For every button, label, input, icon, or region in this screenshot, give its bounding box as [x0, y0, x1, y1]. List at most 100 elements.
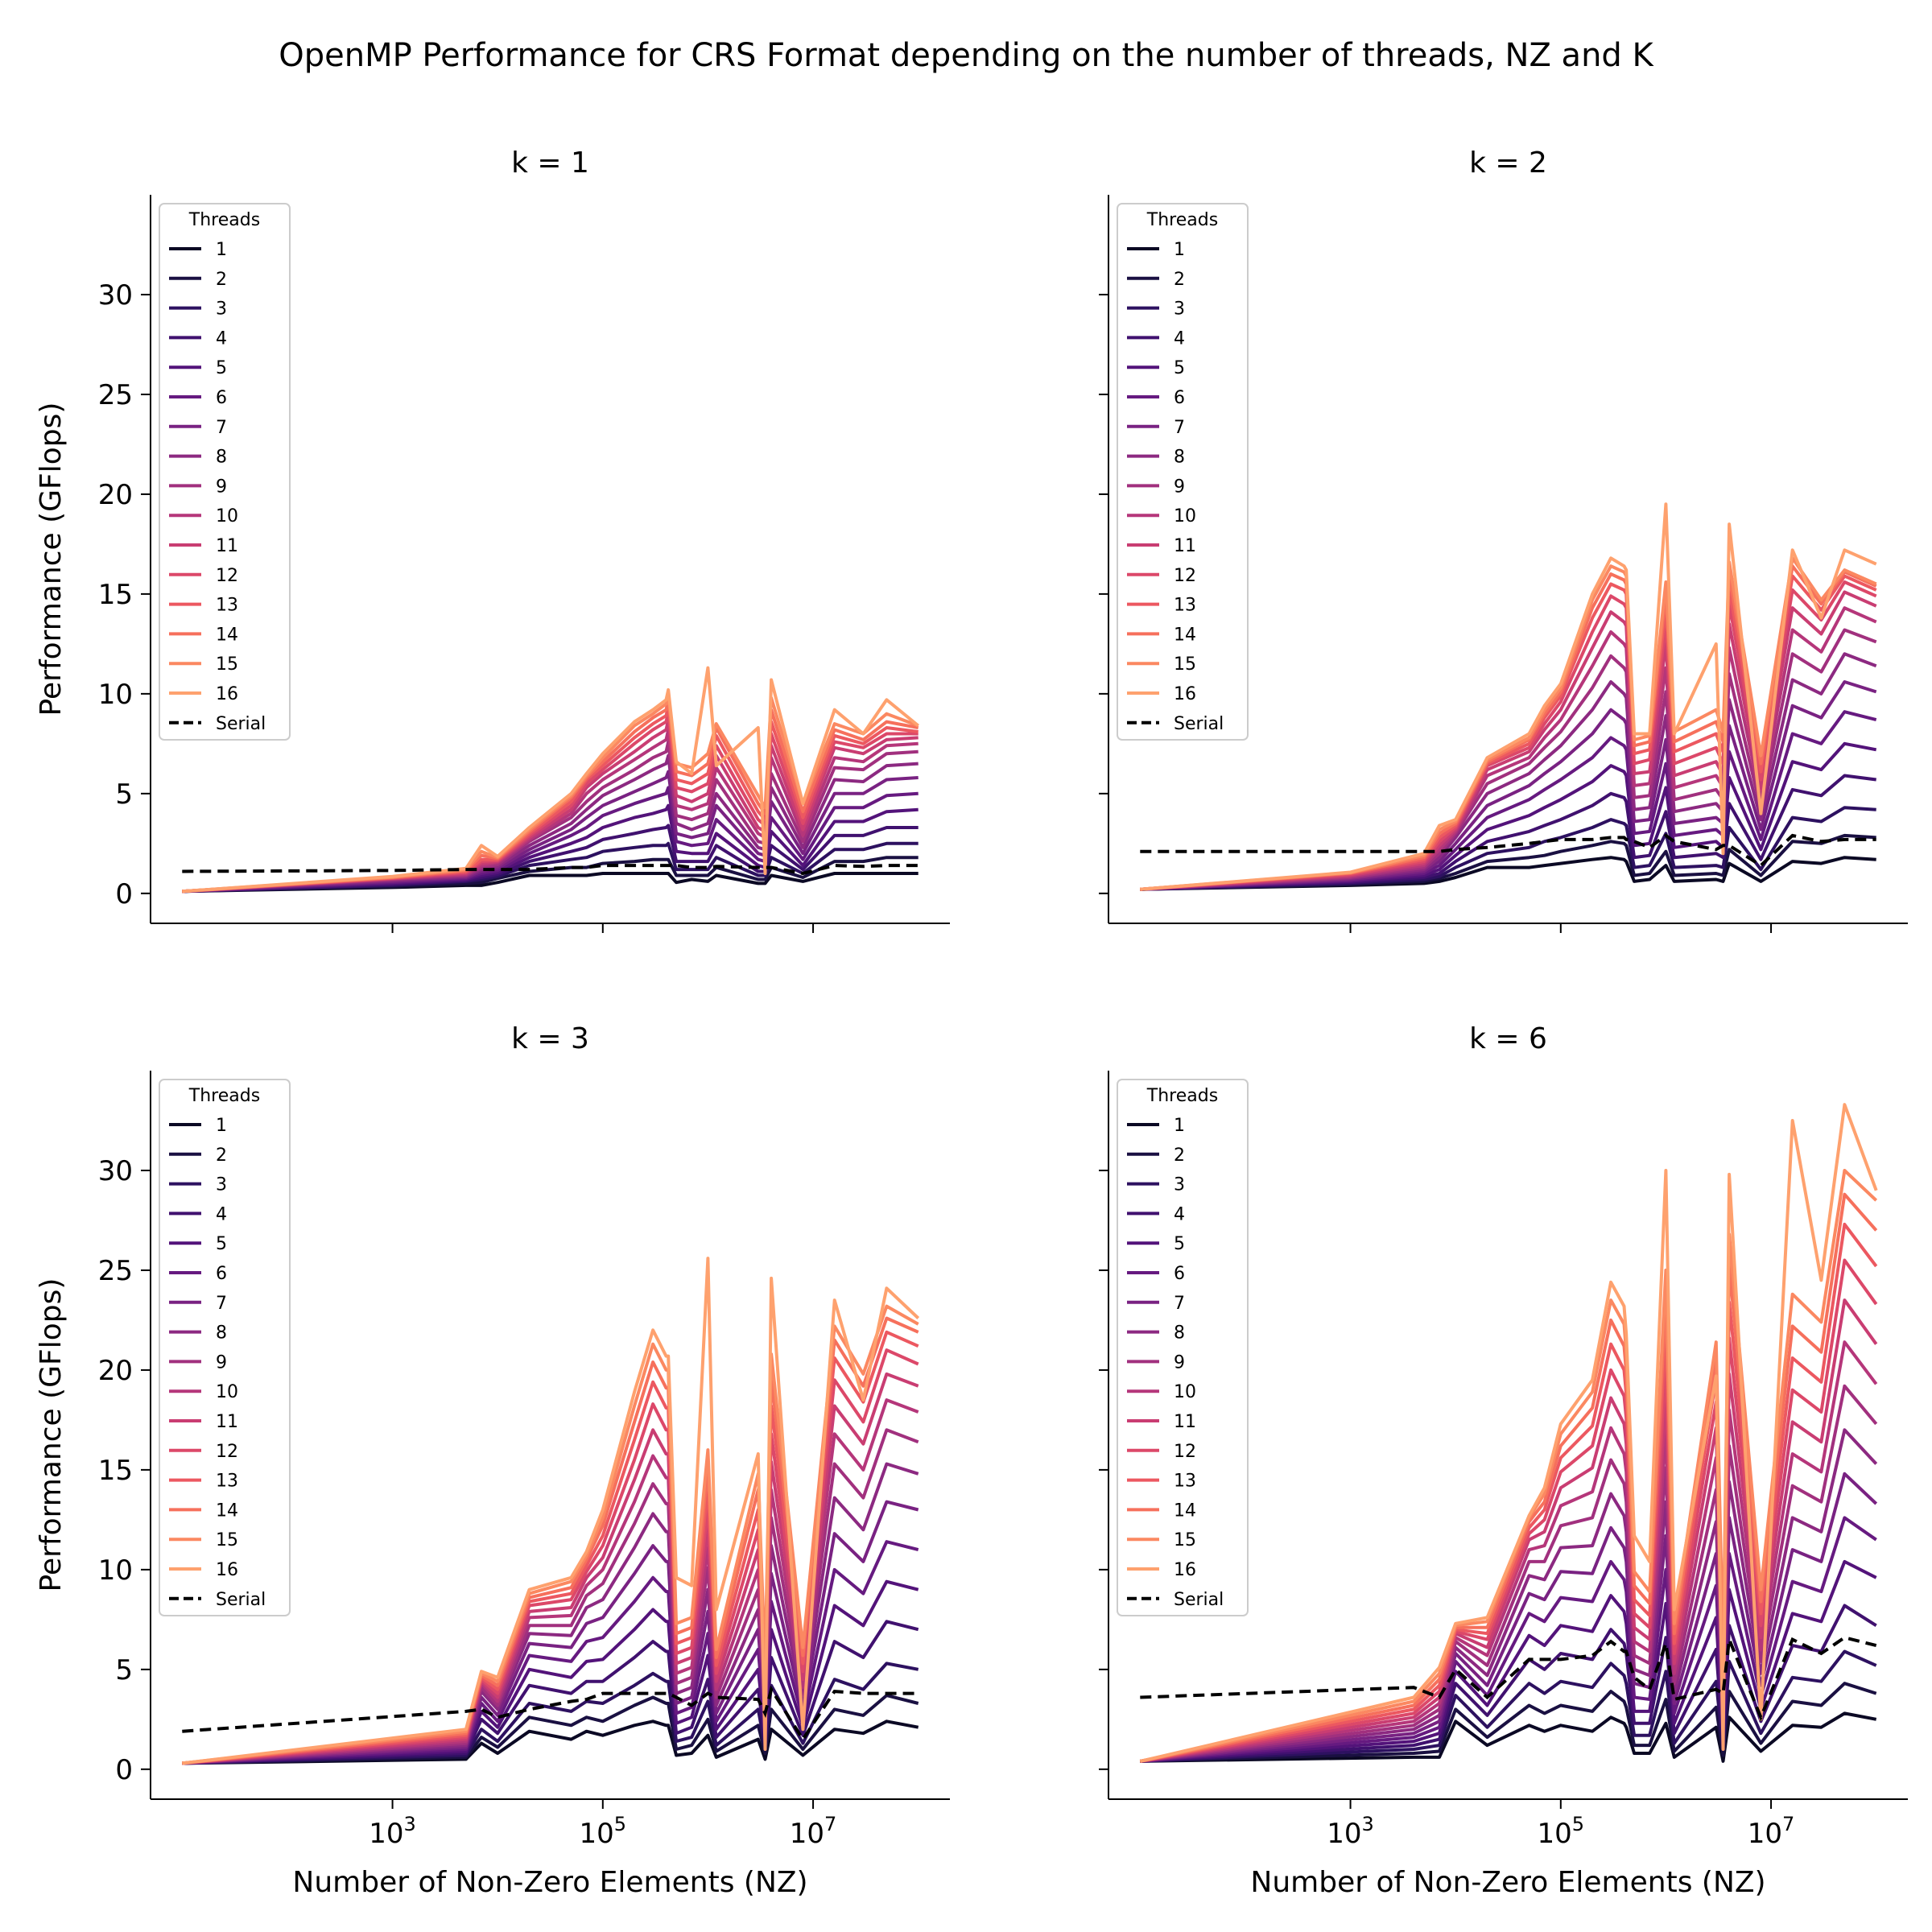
legend-label-threads-14: 14: [216, 1501, 238, 1521]
legend-label-serial: Serial: [216, 1590, 266, 1610]
legend-label-threads-7: 7: [1174, 418, 1185, 438]
x-tick-label-exponent: 5: [1572, 1813, 1584, 1835]
series-line-threads-4: [182, 824, 919, 894]
x-tick-label: 105: [1538, 1813, 1585, 1850]
legend-label-threads-4: 4: [216, 328, 227, 349]
legend-label-threads-3: 3: [216, 299, 227, 320]
legend-label-threads-9: 9: [216, 1352, 227, 1373]
series-line-threads-16: [1140, 502, 1877, 891]
legend-label-threads-7: 7: [216, 418, 227, 438]
legend-label-threads-12: 12: [216, 566, 238, 586]
legend-label-threads-1: 1: [1174, 240, 1185, 260]
series-line-threads-2: [182, 1694, 919, 1765]
legend-label-threads-11: 11: [216, 536, 238, 556]
legend-label-threads-6: 6: [216, 388, 227, 408]
panel-title: k = 6: [1469, 1022, 1547, 1055]
legend-label-threads-6: 6: [1174, 1264, 1185, 1284]
series-line-threads-4: [1140, 1604, 1877, 1763]
y-tick-label: 10: [98, 679, 133, 711]
x-tick-label-base: 10: [1748, 1818, 1782, 1850]
series-line-threads-6: [182, 786, 919, 894]
series-line-threads-1: [1140, 1711, 1877, 1763]
series-line-threads-3: [1140, 1649, 1877, 1763]
y-tick-label: 20: [98, 479, 133, 511]
y-axis-label: Performance (GFlops): [35, 1278, 68, 1592]
legend-label-threads-16: 16: [216, 1560, 238, 1580]
legend-label-threads-8: 8: [1174, 1323, 1185, 1344]
legend-label-threads-11: 11: [216, 1412, 238, 1432]
legend-label-threads-2: 2: [216, 1146, 227, 1166]
legend-label-threads-3: 3: [1174, 299, 1185, 320]
series-line-serial: [182, 864, 919, 876]
legend-title: Threads: [188, 210, 260, 230]
data-lines: [182, 1257, 920, 1765]
series-line-threads-1: [182, 1719, 919, 1765]
series-line-threads-16: [182, 666, 919, 894]
legend-label-threads-4: 4: [216, 1204, 227, 1224]
legend-label-threads-7: 7: [1174, 1294, 1185, 1314]
legend-title: Threads: [1146, 1086, 1218, 1106]
series-line-threads-5: [1140, 741, 1877, 891]
series-line-threads-8: [1140, 652, 1877, 891]
legend-label-serial: Serial: [1174, 1590, 1224, 1610]
legend-label-threads-11: 11: [1174, 1412, 1196, 1432]
y-tick-label: 15: [98, 579, 133, 611]
series-line-threads-2: [182, 856, 919, 894]
x-tick-label-exponent: 7: [824, 1813, 836, 1835]
y-tick-label: 10: [98, 1554, 133, 1587]
data-lines: [1140, 502, 1877, 891]
x-tick-label-exponent: 7: [1782, 1813, 1794, 1835]
legend-label-threads-14: 14: [1174, 1501, 1196, 1521]
series-line-threads-16: [182, 1257, 920, 1765]
legend-label-threads-16: 16: [216, 684, 238, 704]
legend-label-threads-6: 6: [1174, 388, 1185, 408]
series-line-threads-6: [1140, 710, 1877, 891]
y-tick-label: 25: [98, 1255, 133, 1287]
y-tick-label: 30: [98, 1155, 133, 1187]
x-tick-label-base: 10: [1327, 1818, 1361, 1850]
series-line-threads-3: [1140, 806, 1876, 891]
x-tick-label: 103: [1327, 1813, 1374, 1850]
series-line-threads-1: [182, 872, 919, 894]
x-tick-label-base: 10: [790, 1818, 824, 1850]
legend-label-threads-16: 16: [1174, 684, 1196, 704]
legend-label-threads-8: 8: [216, 448, 227, 468]
legend-label-threads-5: 5: [216, 358, 227, 378]
legend-title: Threads: [1146, 210, 1218, 230]
legend-title: Threads: [188, 1086, 260, 1106]
y-tick-label: 20: [98, 1355, 133, 1387]
data-lines: [1139, 1103, 1878, 1763]
legend-label-threads-3: 3: [216, 1175, 227, 1195]
legend-label-threads-13: 13: [1174, 596, 1196, 616]
x-tick-label-exponent: 3: [404, 1813, 416, 1835]
series-line-threads-1: [1140, 856, 1876, 891]
legend-label-threads-4: 4: [1174, 328, 1185, 349]
series-line-threads-7: [1140, 680, 1877, 891]
legend-label-threads-15: 15: [1174, 1530, 1196, 1550]
legend-label-threads-1: 1: [216, 240, 227, 260]
legend-label-threads-4: 4: [1174, 1204, 1185, 1224]
y-tick-label: 25: [98, 379, 133, 411]
x-tick-label-exponent: 5: [614, 1813, 626, 1835]
x-tick-label-exponent: 3: [1362, 1813, 1374, 1835]
legend-label-threads-15: 15: [216, 654, 238, 675]
legend-label-threads-5: 5: [1174, 358, 1185, 378]
x-tick-label-base: 10: [580, 1818, 614, 1850]
legend-label-threads-12: 12: [1174, 1442, 1196, 1462]
legend-label-threads-14: 14: [216, 625, 238, 645]
legend-label-threads-7: 7: [216, 1294, 227, 1314]
y-tick-label: 30: [98, 279, 133, 312]
legend-label-serial: Serial: [1174, 714, 1224, 734]
legend-label-threads-12: 12: [1174, 566, 1196, 586]
series-line-serial: [1140, 833, 1876, 868]
legend-label-threads-13: 13: [216, 596, 238, 616]
legend-label-threads-3: 3: [1174, 1175, 1185, 1195]
panel-title: k = 3: [511, 1022, 589, 1055]
legend-label-threads-16: 16: [1174, 1560, 1196, 1580]
